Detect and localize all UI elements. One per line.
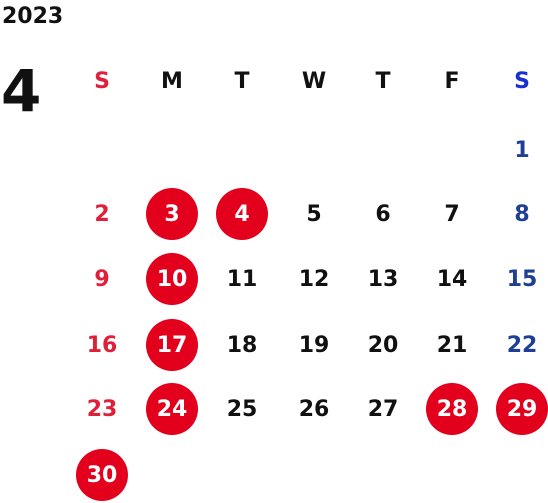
day-cell-highlighted[interactable]: 10 [146, 253, 198, 305]
day-cell[interactable]: 6 [375, 201, 391, 227]
weekday-header: W [301, 68, 327, 94]
weekday-header: M [161, 68, 183, 94]
day-cell[interactable]: 25 [226, 396, 258, 422]
day-cell[interactable]: 15 [506, 266, 538, 292]
day-cell[interactable]: 18 [226, 332, 258, 358]
day-cell-highlighted[interactable]: 3 [146, 188, 198, 240]
day-cell[interactable]: 8 [514, 201, 530, 227]
weekday-header: T [234, 68, 250, 94]
day-cell[interactable]: 9 [94, 266, 110, 292]
day-cell[interactable]: 22 [506, 332, 538, 358]
weekday-header: S [94, 68, 110, 94]
day-cell[interactable]: 27 [367, 396, 399, 422]
day-cell[interactable]: 13 [367, 266, 399, 292]
month-number: 4 [1, 57, 42, 125]
day-cell[interactable]: 20 [367, 332, 399, 358]
day-cell[interactable]: 21 [436, 332, 468, 358]
day-cell-highlighted[interactable]: 24 [146, 383, 198, 435]
day-cell[interactable]: 11 [226, 266, 258, 292]
day-cell-highlighted[interactable]: 30 [76, 449, 128, 501]
day-cell-highlighted[interactable]: 4 [216, 188, 268, 240]
day-cell[interactable]: 19 [298, 332, 330, 358]
day-cell-highlighted[interactable]: 28 [426, 383, 478, 435]
day-cell[interactable]: 7 [444, 201, 460, 227]
day-cell[interactable]: 14 [436, 266, 468, 292]
day-cell-highlighted[interactable]: 29 [496, 383, 548, 435]
year-label: 2023 [2, 4, 64, 29]
weekday-header: S [514, 68, 530, 94]
day-cell[interactable]: 1 [514, 137, 530, 163]
day-cell[interactable]: 12 [298, 266, 330, 292]
weekday-header: F [444, 68, 460, 94]
day-cell[interactable]: 2 [94, 201, 110, 227]
day-cell-highlighted[interactable]: 17 [146, 319, 198, 371]
day-cell[interactable]: 5 [306, 201, 322, 227]
day-cell[interactable]: 26 [298, 396, 330, 422]
weekday-header: T [375, 68, 391, 94]
day-cell[interactable]: 16 [86, 332, 118, 358]
day-cell[interactable]: 23 [86, 396, 118, 422]
